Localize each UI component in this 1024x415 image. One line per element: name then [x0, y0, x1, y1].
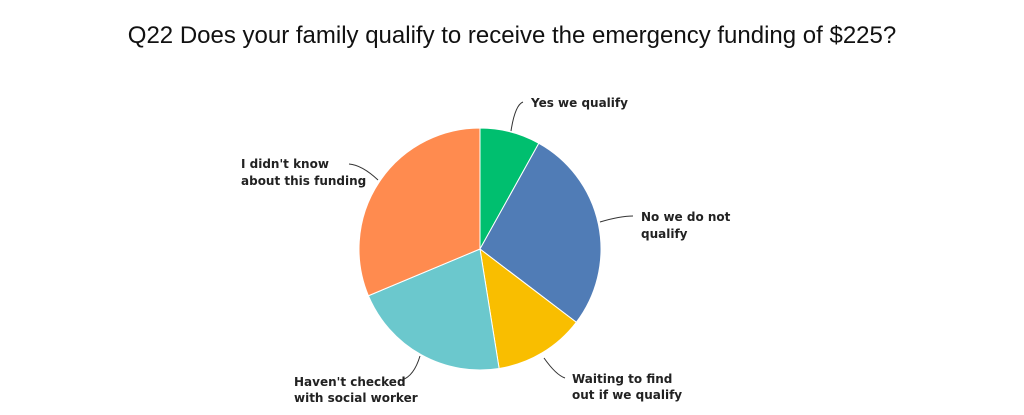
label-didnt: I didn't know about this funding — [241, 157, 366, 188]
chart-title: Q22 Does your family qualify to receive … — [127, 22, 897, 49]
pie-slice-1 — [479, 142, 602, 323]
callout-lines — [348, 101, 634, 381]
callout-no — [599, 215, 634, 223]
pie-slices — [358, 127, 602, 371]
callout-yes — [510, 101, 524, 132]
callout-didnt — [348, 163, 379, 181]
slice-labels: Yes we qualify No we do not qualify Waiti… — [241, 96, 731, 405]
callout-waiting — [543, 357, 566, 379]
label-no: No we do not qualify — [641, 210, 731, 241]
label-havent: Haven't checked with social worker — [294, 375, 418, 405]
label-yes: Yes we qualify — [530, 96, 628, 110]
label-waiting: Waiting to find out if we qualify — [572, 372, 682, 402]
pie-slice-4 — [358, 127, 481, 297]
callout-havent — [401, 355, 421, 381]
pie-slice-2 — [479, 247, 577, 370]
pie-slice-3 — [367, 248, 500, 371]
